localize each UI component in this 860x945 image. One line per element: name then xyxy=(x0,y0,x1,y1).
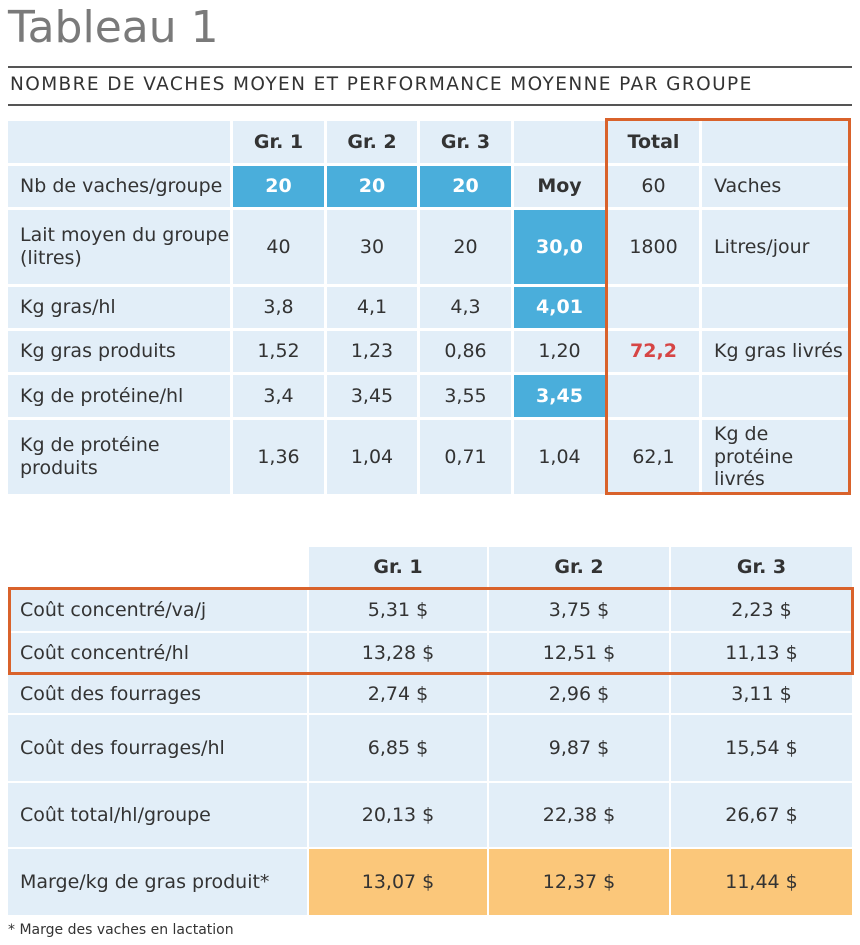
table-cell: 11,13 $ xyxy=(671,633,852,673)
table-cell: 5,31 $ xyxy=(309,590,487,631)
table-cell: 30,0 xyxy=(514,210,605,284)
table-cell xyxy=(608,287,699,328)
table-cell: 20 xyxy=(233,166,324,207)
table-cell: 0,86 xyxy=(420,331,511,372)
unit-label: Kg de protéine livrés xyxy=(702,420,848,494)
table-cell: 15,54 $ xyxy=(671,715,852,781)
table-cell: 1,36 xyxy=(233,420,324,494)
column-header: Gr. 1 xyxy=(233,121,324,163)
row-label: Kg gras/hl xyxy=(8,287,230,328)
row-label: Nb de vaches/groupe xyxy=(8,166,230,207)
row-label: Lait moyen du groupe (litres) xyxy=(8,210,230,284)
unit-label: Litres/jour xyxy=(702,210,848,284)
table-cell: 4,1 xyxy=(327,287,417,328)
table-cell: Moy xyxy=(514,166,605,207)
unit-label xyxy=(702,287,848,328)
table-cell: 40 xyxy=(233,210,324,284)
table-cell: 12,37 $ xyxy=(489,849,669,915)
title-rule xyxy=(8,66,852,68)
table-cell: 26,67 $ xyxy=(671,783,852,847)
table-subtitle: NOMBRE DE VACHES MOYEN ET PERFORMANCE MO… xyxy=(10,74,753,95)
row-label: Marge/kg de gras produit* xyxy=(8,849,307,915)
table-cell: 13,07 $ xyxy=(309,849,487,915)
column-header: Gr. 2 xyxy=(489,547,669,588)
table-cell: 20 xyxy=(420,166,511,207)
row-label: Coût concentré/hl xyxy=(8,633,307,673)
page-title: Tableau 1 xyxy=(8,2,219,53)
table-cell: 20,13 $ xyxy=(309,783,487,847)
table-cell xyxy=(608,375,699,417)
column-header: Total xyxy=(608,121,699,163)
table-cell: 1,23 xyxy=(327,331,417,372)
column-header: Gr. 1 xyxy=(309,547,487,588)
table-cell: 1,20 xyxy=(514,331,605,372)
table-cell: 3,11 $ xyxy=(671,675,852,713)
row-label: Kg de protéine produits xyxy=(8,420,230,494)
row-label: Kg gras produits xyxy=(8,331,230,372)
column-header: Gr. 3 xyxy=(420,121,511,163)
column-header: Gr. 2 xyxy=(327,121,417,163)
header-cell-empty xyxy=(8,547,307,588)
table-cell: 1,52 xyxy=(233,331,324,372)
header-cell-empty xyxy=(514,121,605,163)
table-cell: 3,55 xyxy=(420,375,511,417)
table-cell: 60 xyxy=(608,166,699,207)
table-cell: 13,28 $ xyxy=(309,633,487,673)
subtitle-rule xyxy=(8,104,852,106)
unit-label: Kg gras livrés xyxy=(702,331,848,372)
table-cell: 2,23 $ xyxy=(671,590,852,631)
table-cell: 3,45 xyxy=(327,375,417,417)
table-cell: 30 xyxy=(327,210,417,284)
table-cell: 22,38 $ xyxy=(489,783,669,847)
table-cell: 4,01 xyxy=(514,287,605,328)
footnote: * Marge des vaches en lactation xyxy=(8,922,234,938)
table-cell: 20 xyxy=(420,210,511,284)
table-cell: 9,87 $ xyxy=(489,715,669,781)
table-cell: 4,3 xyxy=(420,287,511,328)
table-cell: 3,75 $ xyxy=(489,590,669,631)
table-cell: 0,71 xyxy=(420,420,511,494)
table-cell: 6,85 $ xyxy=(309,715,487,781)
row-label: Coût des fourrages/hl xyxy=(8,715,307,781)
table-cell: 11,44 $ xyxy=(671,849,852,915)
unit-label: Vaches xyxy=(702,166,848,207)
table-cell: 20 xyxy=(327,166,417,207)
unit-label xyxy=(702,375,848,417)
table-cell: 3,8 xyxy=(233,287,324,328)
table-cell: 1,04 xyxy=(514,420,605,494)
header-cell-empty xyxy=(8,121,230,163)
table-cell: 62,1 xyxy=(608,420,699,494)
table-cell: 1,04 xyxy=(327,420,417,494)
table-cell: 1800 xyxy=(608,210,699,284)
table-cell: 12,51 $ xyxy=(489,633,669,673)
column-header: Gr. 3 xyxy=(671,547,852,588)
header-cell-empty xyxy=(702,121,848,163)
row-label: Coût des fourrages xyxy=(8,675,307,713)
table-cell: 72,2 xyxy=(608,331,699,372)
row-label: Coût concentré/va/j xyxy=(8,590,307,631)
row-label: Coût total/hl/groupe xyxy=(8,783,307,847)
row-label: Kg de protéine/hl xyxy=(8,375,230,417)
table-cell: 2,74 $ xyxy=(309,675,487,713)
table-cell: 2,96 $ xyxy=(489,675,669,713)
table-cell: 3,45 xyxy=(514,375,605,417)
table-cell: 3,4 xyxy=(233,375,324,417)
